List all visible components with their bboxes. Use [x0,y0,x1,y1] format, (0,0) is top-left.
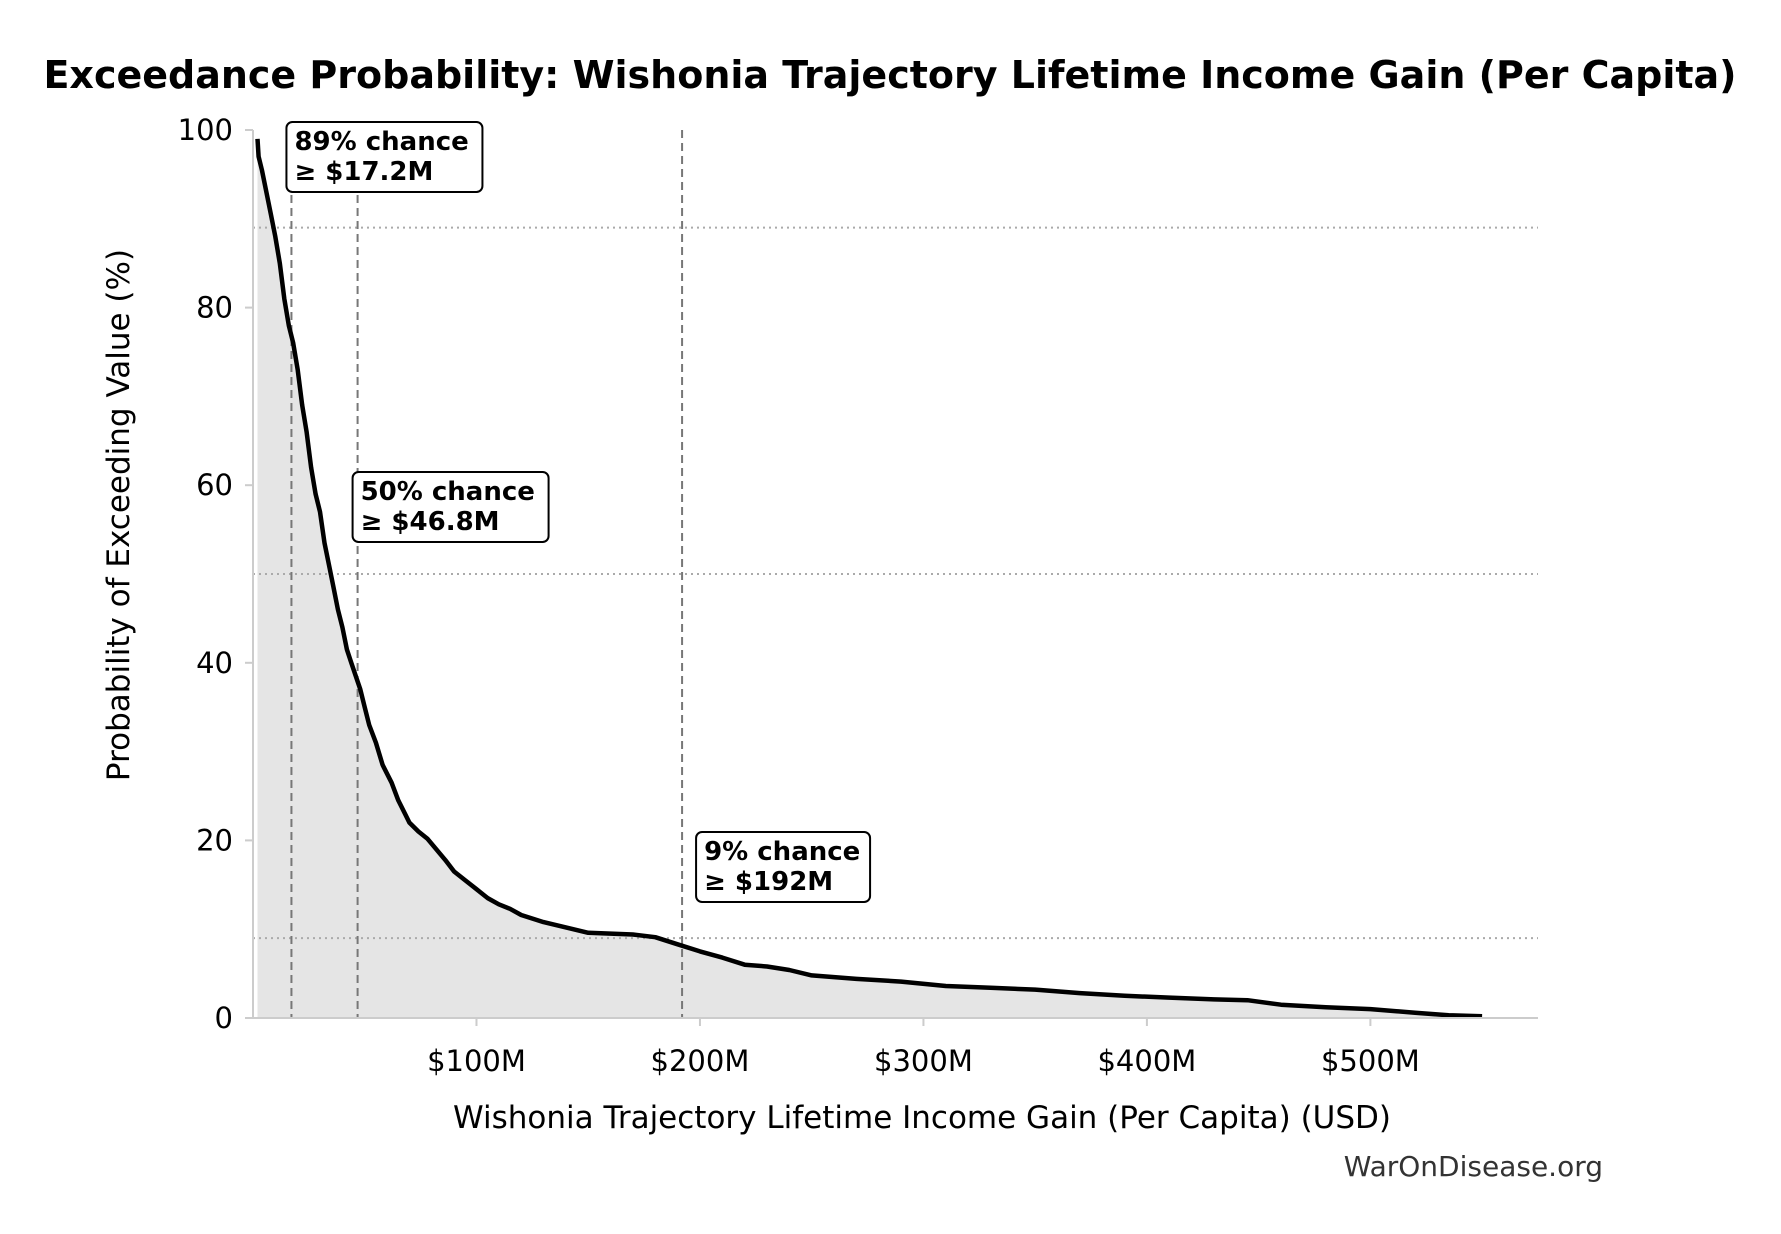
annotation-line2: ≥ $17.2M [294,157,433,187]
annotation-frame [695,831,872,903]
y-tick-label: 20 [196,823,233,857]
y-tick-label: 100 [178,113,233,147]
annotation-line2: ≥ $192M [704,867,833,897]
annotation-line1: 50% chance [361,477,535,507]
y-tick-label: 60 [196,468,233,502]
annotation-frame [351,471,550,543]
y-axis-label: Probability of Exceeding Value (%) [101,249,137,781]
annotations: 89% chance≥ $17.2M 50% chance≥ $46.8M 9% c… [285,121,872,903]
x-tick-label: $400M [1097,1044,1196,1078]
chart-title: Exceedance Probability: Wishonia Traject… [43,53,1736,97]
axes: $100M $200M $300M $400M $500M 0 20 40 60 80 100 [178,113,1538,1078]
y-tick-label: 40 [196,646,233,680]
y-tick-label: 0 [215,1001,233,1035]
annotation-box: 9% chance≥ $192M [695,831,872,903]
x-tick-label: $200M [651,1044,750,1078]
horizontal-reference-lines [253,226,1538,940]
y-axis-ticks: 0 20 40 60 80 100 [178,113,253,1035]
annotation-line1: 89% chance [294,127,468,157]
annotation-line1: 9% chance [704,837,860,867]
y-tick-label: 80 [196,291,233,325]
exceedance-area-fill [257,138,1483,1018]
x-tick-label: $100M [427,1044,526,1078]
x-tick-label: $300M [874,1044,973,1078]
annotation-box: 50% chance≥ $46.8M [351,471,550,543]
vertical-reference-lines [290,130,684,1018]
x-axis-ticks: $100M $200M $300M $400M $500M [427,1018,1420,1078]
source-credit: WarOnDisease.org [1344,1150,1603,1183]
annotation-box: 89% chance≥ $17.2M [285,121,484,193]
exceedance-curve-line [255,138,1483,1019]
x-axis-label: Wishonia Trajectory Lifetime Income Gain… [453,1100,1391,1136]
plot-area [253,130,1538,1019]
annotation-frame [285,121,484,193]
annotation-line2: ≥ $46.8M [361,507,500,537]
x-tick-label: $500M [1321,1044,1420,1078]
